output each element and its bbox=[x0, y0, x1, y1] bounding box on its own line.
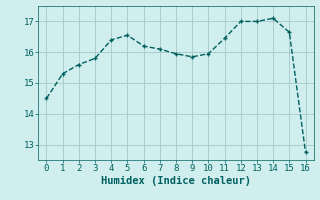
X-axis label: Humidex (Indice chaleur): Humidex (Indice chaleur) bbox=[101, 176, 251, 186]
